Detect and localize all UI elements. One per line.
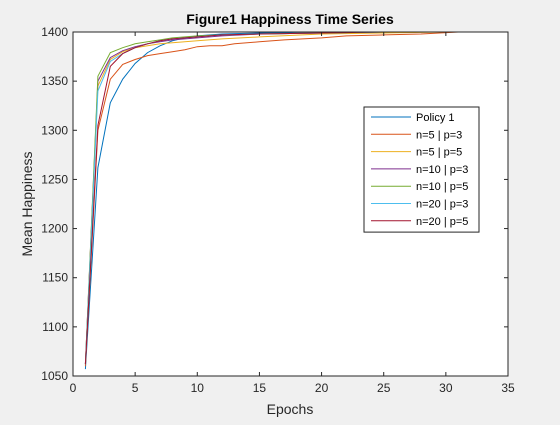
legend-entry-label: Policy 1 — [416, 112, 455, 124]
x-tick-label: 15 — [253, 381, 267, 395]
x-tick-label: 5 — [132, 381, 139, 395]
series-line-2 — [84, 31, 459, 367]
y-tick-label: 1200 — [41, 222, 68, 236]
y-axis-ticks: 1050 1100 1150 1200 1250 1300 1350 1400 — [41, 25, 508, 383]
x-axis-label: Epochs — [267, 401, 314, 417]
y-tick-label: 1050 — [41, 369, 68, 383]
y-tick-label: 1350 — [41, 74, 68, 88]
y-tick-label: 1100 — [42, 320, 68, 334]
y-tick-label: 1250 — [41, 172, 68, 186]
legend-entry-label: n=5 | p=3 — [416, 129, 462, 141]
y-tick-label: 1150 — [42, 271, 68, 285]
legend-entry-label: n=10 | p=5 — [416, 181, 468, 193]
x-tick-label: 30 — [439, 381, 453, 395]
x-tick-label: 10 — [191, 381, 205, 395]
x-tick-label: 0 — [70, 381, 77, 395]
y-axis-label: Mean Happiness — [19, 151, 35, 256]
x-tick-label: 25 — [377, 381, 391, 395]
y-tick-label: 1300 — [41, 123, 68, 137]
x-tick-label: 35 — [501, 381, 515, 395]
plot-border — [72, 31, 509, 377]
series-lines — [84, 31, 459, 370]
series-line-7 — [84, 31, 446, 365]
series-line-3 — [84, 31, 446, 365]
legend: Policy 1 n=5 | p=3 n=5 | p=5 n=10 | p=3 n=10… — [363, 106, 480, 233]
x-tick-label: 20 — [315, 381, 329, 395]
legend-entry-label: n=20 | p=5 — [416, 216, 468, 228]
x-axis-ticks: 0 5 10 15 20 25 30 35 — [70, 32, 515, 395]
legend-box — [363, 106, 480, 233]
legend-entry-label: n=20 | p=3 — [416, 199, 468, 211]
chart-title: Figure1 Happiness Time Series — [186, 11, 394, 27]
y-tick-label: 1400 — [41, 25, 68, 39]
legend-entry-label: n=10 | p=3 — [416, 164, 468, 176]
legend-entry-label: n=5 | p=5 — [416, 147, 462, 159]
